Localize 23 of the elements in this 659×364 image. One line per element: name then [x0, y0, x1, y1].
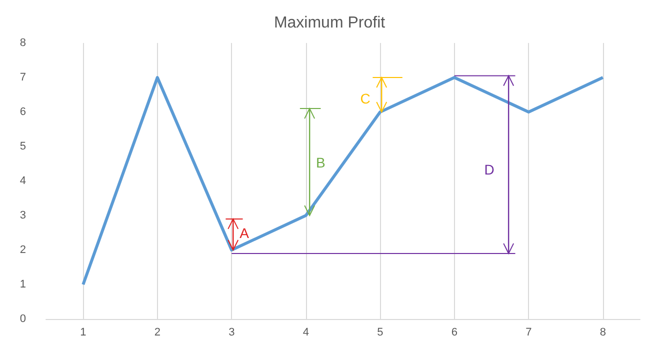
- chart-title: Maximum Profit: [274, 14, 386, 32]
- y-tick-label: 1: [20, 278, 26, 290]
- annotation: B: [316, 154, 326, 170]
- annotation: D: [484, 161, 494, 178]
- y-tick-label: 2: [20, 244, 26, 256]
- x-tick-label: 7: [526, 326, 532, 338]
- x-tick-label: 4: [302, 326, 309, 338]
- y-tick-label: 0: [20, 313, 26, 325]
- y-tick-label: 8: [20, 37, 26, 49]
- y-tick-label: 7: [20, 72, 26, 84]
- y-tick-label: 6: [20, 106, 26, 118]
- x-tick-label: 5: [377, 326, 384, 338]
- x-tick-label: 2: [154, 326, 160, 338]
- annotation: A: [240, 225, 250, 242]
- y-tick-label: 4: [20, 175, 26, 187]
- line-series: [82, 76, 604, 286]
- x-tick-label: 3: [228, 326, 235, 338]
- x-tick-label: 1: [80, 326, 86, 338]
- x-tick-label: 8: [600, 326, 606, 338]
- y-tick-label: 3: [20, 210, 26, 222]
- y-tick-label: 5: [20, 140, 26, 152]
- x-tick-label: 6: [451, 326, 458, 338]
- annotation: C: [360, 90, 370, 107]
